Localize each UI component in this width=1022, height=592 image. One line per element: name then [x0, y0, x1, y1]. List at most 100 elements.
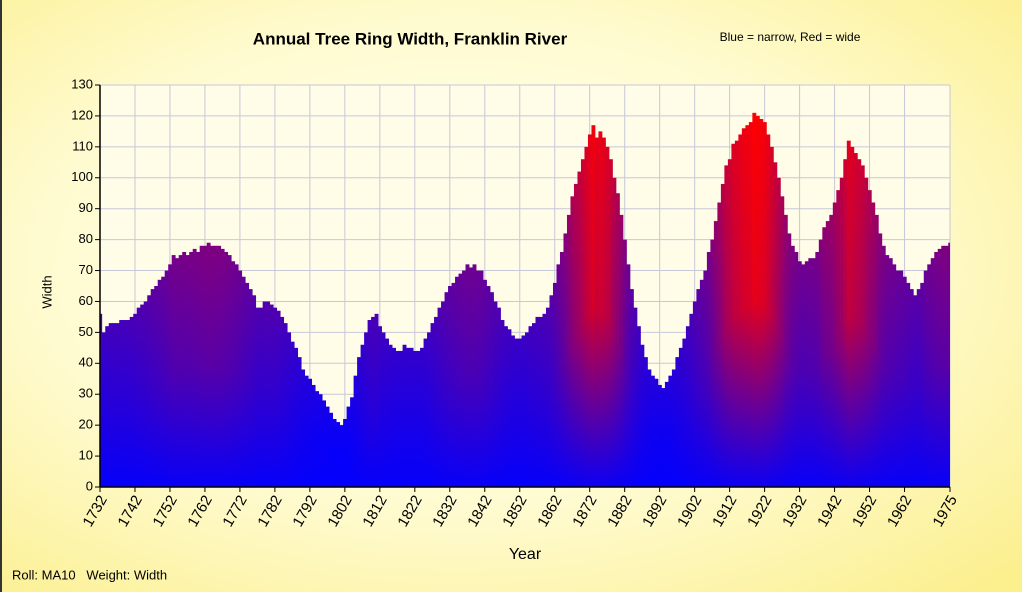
bar: [552, 282, 557, 487]
bar: [748, 122, 753, 487]
bar: [262, 301, 267, 487]
bar: [594, 137, 599, 487]
bar: [350, 397, 355, 487]
bar: [269, 304, 274, 487]
bar: [143, 301, 148, 487]
bar: [164, 270, 169, 487]
bar: [657, 384, 662, 487]
bar: [692, 301, 697, 487]
bar: [472, 264, 477, 487]
bar: [500, 320, 505, 487]
y-tick-label: 20: [79, 417, 93, 432]
bar: [836, 190, 841, 487]
bar: [493, 301, 498, 487]
bar: [944, 245, 949, 487]
bar: [458, 273, 463, 487]
bar: [713, 221, 718, 487]
bar: [717, 202, 722, 487]
bar: [101, 332, 106, 487]
bar: [448, 286, 452, 487]
y-tick-label: 40: [79, 355, 93, 370]
bar: [843, 159, 848, 487]
bar: [811, 258, 816, 487]
bar: [664, 381, 669, 487]
bar: [364, 332, 368, 487]
y-tick-label: 110: [72, 138, 93, 153]
bar: [741, 128, 746, 487]
bar: [325, 406, 330, 487]
bar: [399, 350, 403, 487]
bar: [367, 320, 372, 487]
bar: [479, 270, 484, 487]
bar: [213, 245, 218, 487]
bar: [808, 258, 813, 487]
bar: [434, 316, 438, 487]
bar: [612, 177, 617, 487]
bar: [549, 295, 554, 487]
bar: [689, 313, 694, 487]
bar: [542, 313, 547, 487]
bars: [100, 112, 950, 487]
bar: [783, 214, 788, 487]
bar: [266, 301, 271, 487]
bar: [346, 406, 351, 487]
bar: [294, 347, 299, 487]
bar: [483, 279, 487, 487]
bar: [420, 347, 424, 487]
bar: [923, 270, 928, 487]
bar: [318, 394, 323, 487]
bar: [255, 307, 260, 487]
bar: [210, 245, 215, 487]
bar: [343, 418, 348, 487]
legend-note: Blue = narrow, Red = wide: [720, 30, 861, 44]
bar: [941, 245, 946, 487]
bar: [252, 295, 257, 487]
bar: [388, 344, 393, 487]
bar: [731, 143, 736, 487]
y-tick-label: 80: [79, 231, 93, 246]
bar: [577, 171, 582, 487]
bar: [437, 307, 442, 487]
bar: [140, 304, 145, 487]
bar: [360, 344, 365, 487]
bar: [671, 369, 676, 487]
bar: [297, 357, 302, 487]
bar: [322, 400, 327, 487]
bar: [490, 292, 494, 487]
bar: [273, 307, 278, 487]
bar: [668, 375, 673, 487]
bar: [332, 418, 337, 487]
bar: [626, 264, 631, 487]
bar: [822, 227, 827, 487]
bar: [801, 264, 806, 487]
bar: [259, 307, 264, 487]
bar: [531, 323, 536, 487]
bar: [157, 279, 162, 487]
bar: [525, 332, 529, 487]
y-tick-label: 0: [86, 478, 93, 493]
y-tick-label: 120: [71, 107, 93, 122]
bar: [608, 159, 613, 487]
bar: [168, 264, 173, 487]
y-tick-label: 30: [79, 386, 93, 401]
bar: [206, 242, 211, 487]
bar: [566, 214, 571, 487]
bar: [528, 326, 533, 487]
bar: [902, 276, 907, 487]
bar: [357, 357, 361, 487]
bar: [402, 344, 407, 487]
y-tick-label: 70: [79, 262, 93, 277]
bar: [636, 326, 641, 487]
bar: [734, 140, 739, 487]
bar: [720, 183, 725, 487]
bar: [287, 332, 292, 487]
bar: [136, 307, 141, 487]
bar: [538, 316, 543, 487]
bar: [241, 276, 246, 487]
bar: [675, 357, 680, 487]
bar: [234, 264, 239, 487]
bar: [699, 279, 704, 487]
bar: [217, 245, 222, 487]
bar: [280, 316, 285, 487]
